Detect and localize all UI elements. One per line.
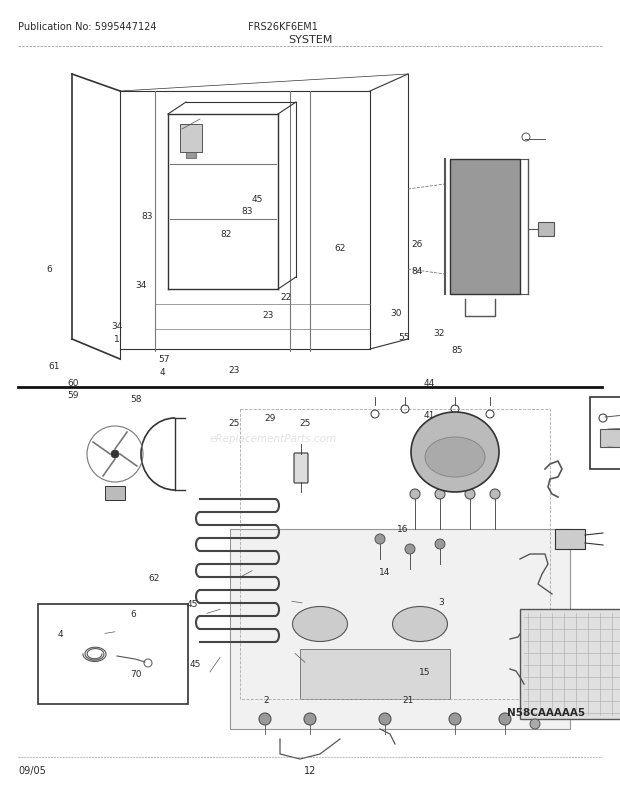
Circle shape [410, 489, 420, 500]
Text: 6: 6 [130, 609, 136, 618]
Text: 3: 3 [438, 597, 445, 606]
Text: 14: 14 [379, 567, 390, 577]
Text: 15: 15 [419, 667, 430, 677]
Circle shape [490, 489, 500, 500]
Bar [105, 486, 125, 500]
Bar [186, 153, 196, 159]
Text: 59: 59 [68, 390, 79, 399]
Text: 29: 29 [264, 413, 275, 423]
Text: 1: 1 [113, 334, 120, 344]
Text: 84: 84 [411, 266, 422, 276]
Ellipse shape [392, 607, 448, 642]
Text: 83: 83 [241, 206, 252, 216]
Text: 82: 82 [221, 229, 232, 239]
Text: 22: 22 [281, 292, 292, 302]
FancyBboxPatch shape [520, 610, 620, 719]
Text: 4: 4 [58, 629, 64, 638]
Text: 6: 6 [46, 264, 53, 273]
Text: FRS26KF6EM1: FRS26KF6EM1 [248, 22, 318, 32]
Text: 85: 85 [452, 346, 463, 355]
FancyBboxPatch shape [538, 223, 554, 237]
Bar [450, 160, 520, 294]
Text: eReplacementParts.com: eReplacementParts.com [209, 434, 337, 444]
Text: 83: 83 [142, 212, 153, 221]
Text: 2: 2 [264, 695, 270, 704]
Text: 41: 41 [423, 411, 435, 420]
Text: SYSTEM: SYSTEM [288, 35, 332, 45]
Text: 44: 44 [423, 378, 435, 387]
Text: 21: 21 [402, 695, 414, 704]
FancyBboxPatch shape [294, 453, 308, 484]
Circle shape [499, 713, 511, 725]
Text: 34: 34 [136, 280, 147, 290]
Text: 34: 34 [111, 321, 122, 330]
Circle shape [465, 489, 475, 500]
Text: 55: 55 [399, 332, 410, 342]
Circle shape [111, 451, 119, 459]
Circle shape [435, 489, 445, 500]
FancyBboxPatch shape [555, 529, 585, 549]
Text: 16: 16 [397, 525, 409, 534]
Text: 70: 70 [131, 669, 142, 678]
Text: 61: 61 [49, 362, 60, 371]
Text: 58: 58 [131, 394, 142, 403]
Text: 32: 32 [433, 328, 445, 338]
Text: Publication No: 5995447124: Publication No: 5995447124 [18, 22, 156, 32]
Text: 45: 45 [190, 659, 201, 669]
Text: 57: 57 [159, 354, 170, 364]
Bar [180, 125, 202, 153]
Bar [300, 649, 450, 699]
Text: 25: 25 [229, 418, 240, 427]
Circle shape [405, 545, 415, 554]
Ellipse shape [293, 607, 347, 642]
Text: 62: 62 [334, 244, 345, 253]
Ellipse shape [411, 412, 499, 492]
Text: 45: 45 [187, 599, 198, 609]
Text: 23: 23 [229, 365, 240, 375]
Text: 62: 62 [148, 573, 159, 582]
Circle shape [530, 719, 540, 729]
Text: 60: 60 [68, 378, 79, 387]
Circle shape [259, 713, 271, 725]
Circle shape [435, 539, 445, 549]
Circle shape [379, 713, 391, 725]
FancyBboxPatch shape [590, 398, 620, 469]
Text: 12: 12 [304, 765, 316, 775]
Text: 4: 4 [159, 367, 166, 377]
Text: N58CAAAAA5: N58CAAAAA5 [507, 707, 585, 717]
Text: 30: 30 [390, 308, 401, 318]
Text: 45: 45 [252, 194, 263, 204]
Circle shape [375, 534, 385, 545]
FancyBboxPatch shape [38, 604, 188, 704]
Circle shape [449, 713, 461, 725]
FancyBboxPatch shape [230, 529, 570, 729]
Text: 25: 25 [299, 418, 311, 427]
Text: 09/05: 09/05 [18, 765, 46, 775]
Circle shape [304, 713, 316, 725]
Text: 26: 26 [411, 240, 422, 249]
Text: 23: 23 [262, 310, 273, 320]
Ellipse shape [425, 437, 485, 477]
FancyBboxPatch shape [600, 429, 620, 448]
